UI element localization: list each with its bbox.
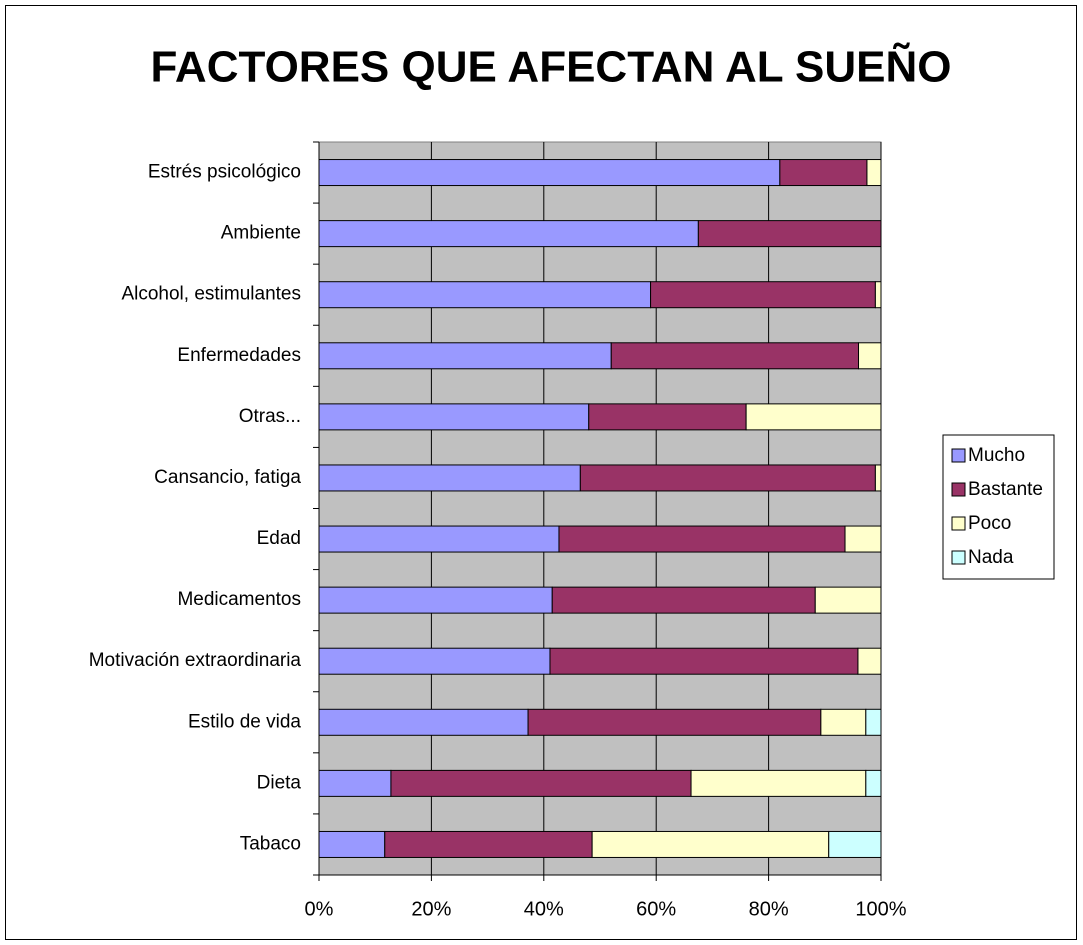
bar-segment <box>318 647 551 675</box>
y-tick-label: Otras... <box>239 406 301 427</box>
bar-segment <box>318 342 612 370</box>
bar-segment <box>318 220 699 248</box>
bar-segment <box>591 830 830 858</box>
x-tick-label: 60% <box>636 898 676 920</box>
bar-segment <box>610 342 860 370</box>
legend-swatch <box>951 448 966 463</box>
bar-segment <box>318 769 392 797</box>
bar-segment <box>390 769 692 797</box>
y-tick-label: Edad <box>257 528 301 549</box>
bar-segment <box>745 403 882 431</box>
bar-segment <box>874 464 882 492</box>
x-tick-label: 20% <box>411 898 451 920</box>
bar-segment <box>579 464 876 492</box>
bar-segment <box>828 830 882 858</box>
plot-area <box>318 141 882 876</box>
bar-segment <box>857 647 882 675</box>
legend-swatch <box>951 482 966 497</box>
legend-label: Mucho <box>968 445 1025 466</box>
bar-segment <box>690 769 867 797</box>
y-tick-label: Alcohol, estimulantes <box>121 284 301 305</box>
bar-segment <box>318 586 553 614</box>
bar-segment <box>650 281 876 309</box>
bar-segment <box>858 342 882 370</box>
bar-segment <box>866 159 882 187</box>
bar-segment <box>549 647 859 675</box>
bar-segment <box>779 159 868 187</box>
y-tick-label: Dieta <box>257 772 302 793</box>
bar-segment <box>318 281 652 309</box>
y-tick-label: Estrés psicológico <box>148 162 301 183</box>
y-tick-label: Enfermedades <box>177 345 301 366</box>
bar-segment <box>318 403 590 431</box>
bar-segment <box>318 830 386 858</box>
legend-swatch <box>951 516 966 531</box>
legend-label: Bastante <box>968 479 1043 500</box>
bar-segment <box>318 525 560 553</box>
legend-label: Poco <box>968 513 1011 534</box>
x-tick-label: 80% <box>749 898 789 920</box>
bar-segment <box>384 830 593 858</box>
y-tick-label: Motivación extraordinaria <box>89 650 302 671</box>
bar-segment <box>318 159 781 187</box>
x-tick-label: 0% <box>305 898 334 920</box>
legend-label: Nada <box>968 547 1014 568</box>
bar-segment <box>318 464 581 492</box>
bar-segment <box>844 525 882 553</box>
legend-swatch <box>951 550 966 565</box>
y-tick-label: Tabaco <box>240 833 301 854</box>
bar-segment <box>697 220 882 248</box>
y-tick-label: Cansancio, fatiga <box>154 467 301 488</box>
bar-segment <box>814 586 882 614</box>
chart-title: FACTORES QUE AFECTAN AL SUEÑO <box>150 42 951 92</box>
bar-segment <box>588 403 747 431</box>
bar-segment <box>527 708 822 736</box>
x-tick-label: 100% <box>855 898 906 920</box>
bar-segment <box>865 708 882 736</box>
bar-segment <box>865 769 882 797</box>
bar-segment <box>551 586 816 614</box>
bar-segment <box>874 281 882 309</box>
bar-segment <box>820 708 867 736</box>
y-tick-label: Estilo de vida <box>188 711 301 732</box>
y-tick-label: Medicamentos <box>177 589 301 610</box>
bar-segment <box>318 708 529 736</box>
x-tick-label: 40% <box>524 898 564 920</box>
y-tick-label: Ambiente <box>221 223 301 244</box>
bar-segment <box>558 525 846 553</box>
